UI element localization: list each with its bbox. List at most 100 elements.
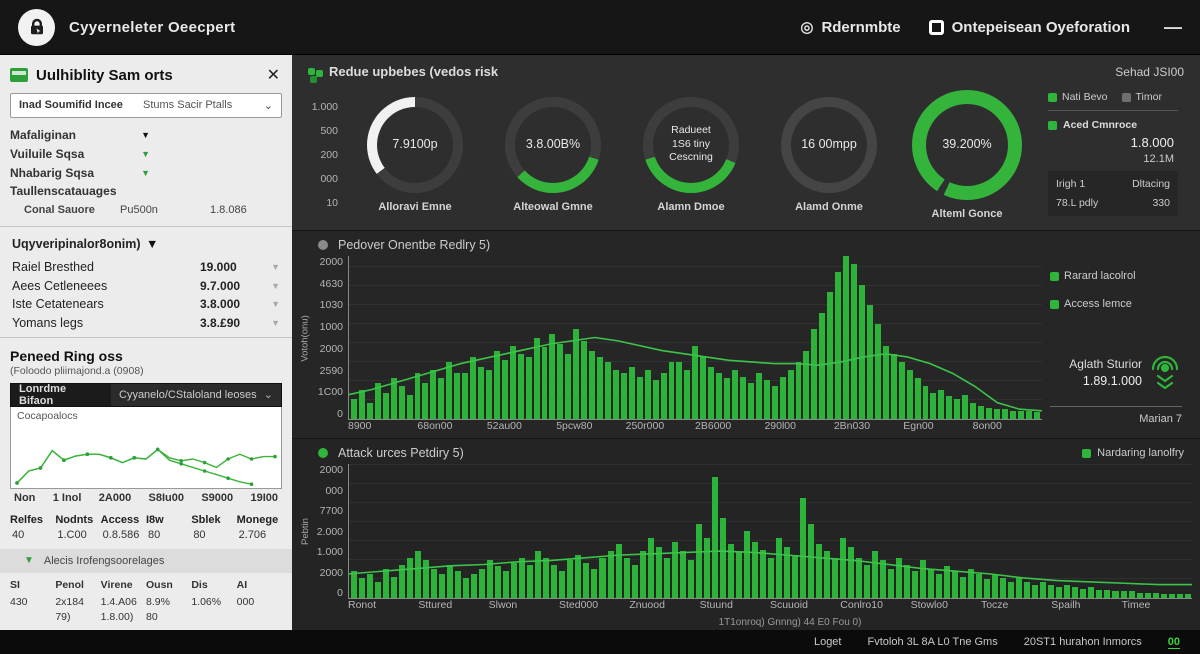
triangle-down-icon: ▼ (141, 167, 150, 178)
target-icon: ◎ (800, 19, 814, 36)
gauge-3: Radueet 1S6 tiny Cescning Alamn Dmoe (622, 96, 760, 213)
gauges-title: Redue upbebes (vedos risk (329, 64, 499, 79)
filter-dropdown-3[interactable]: Nhabarig Sqsa ▼ (10, 165, 150, 180)
alerts-banner[interactable]: ▼ Alecis Irofengsoorelages (0, 548, 292, 573)
chart2-bars (351, 464, 1191, 598)
chart2-ylabel: Pebtin (299, 518, 311, 545)
topbar-item-1[interactable]: ◎ Rdernmbte (800, 18, 901, 37)
topbar: Cyyerneleter Oeecpert ◎ Rdernmbte Ontepe… (0, 0, 1200, 55)
sidebar-table: SI 430 Penol 2x184 79) Virene 1.4.A06 1.8.00)… (10, 578, 255, 624)
chart1-xticks: 8900 68on00 52au00 5pcw80 250r000 2B6000 29… (348, 420, 1002, 432)
summary-row: Conal Sauore Pu500n 1.8.086 (24, 204, 247, 217)
triangle-down-icon: ▼ (141, 129, 150, 140)
gauges-header-right: Sehad JSI00 (1115, 64, 1184, 79)
gauge-2: 3.8.00B% Alteowal Gmne (484, 96, 622, 213)
chart1-yticks: 2000 4630 1030 1000 2000 2590 1C00 0 (317, 256, 343, 420)
panel-title: Peneed Ring oss (10, 347, 123, 364)
chart1-plot (348, 256, 1042, 420)
arrow-down-icon: ▼ (24, 555, 34, 567)
combo-selected-value: Stums Sacir Ptalls (143, 99, 233, 112)
stats-row: Relfes 40 Nodnts 1.C00 Access 0.8.586 I8w 80… (10, 513, 279, 541)
chevron-down-icon: ⌄ (263, 389, 273, 402)
legend-swatch-gray (1121, 92, 1131, 102)
vulnerability-sidebar: Uulhiblity Sam orts ✕ Inad Soumifid Ince… (0, 55, 292, 630)
gauges-side-panel: Nati Bevo Timor Aced Cmnroce 1.8.000 12.… (1040, 83, 1186, 224)
metric-row-2[interactable]: Aees Cetleneees 9.7.000 ▼ (12, 278, 280, 293)
chart1-footer-link[interactable]: Marian 7 (1050, 406, 1182, 425)
bottombar-link-2[interactable]: Fvtoloh 3L 8A L0 Tne Gms (867, 636, 998, 648)
bottombar-link-3[interactable]: 20ST1 hurahon Inmorcs (1023, 636, 1142, 648)
bottombar-link-1[interactable]: Loget (813, 636, 842, 648)
donut-gauge: 39.200% (912, 89, 1022, 200)
divider (0, 336, 292, 338)
legend-swatch-green (1048, 120, 1057, 130)
tab-selector[interactable]: Cyyanelo/CStaloland leoses ⌄ (111, 383, 281, 406)
metrics-section-header[interactable]: Uqyveripinalor8onim) ▼ (10, 231, 282, 257)
bottombar: Loget Fvtoloh 3L 8A L0 Tne Gms 20ST1 hur… (0, 630, 1200, 654)
mini-chart-label: Cocapoalocs (17, 409, 78, 422)
padlock-icon (30, 18, 43, 35)
sidebar-mini-chart: Cocapoalocs (10, 406, 282, 489)
gauge-5: 39.200% Alteml Gonce (898, 89, 1036, 220)
legend-swatch-green (1082, 448, 1092, 458)
metric-row-1[interactable]: Raiel Bresthed 19.000 ▼ (12, 259, 280, 274)
topbar-item-1-label: Rdernmbte (821, 18, 901, 36)
chevron-down-icon: ⌄ (263, 99, 273, 112)
donut-gauge: 3.8.00B% (505, 96, 601, 193)
chart2-title: Attack urces Petdiry 5) (338, 446, 464, 460)
panel-subtitle: (Foloodo pliimajond.a (0908) (10, 364, 144, 377)
divider (0, 226, 292, 228)
chart2-line (349, 464, 1192, 598)
triangle-down-icon: ▼ (146, 237, 159, 252)
minimize-button[interactable]: — (1164, 16, 1182, 37)
chart1-right-panel: Rarard lacolrol Access lemce Aglath Stur… (1042, 256, 1192, 438)
topbar-item-2-label: Ontepeisean Oyeforation (951, 18, 1130, 36)
chart1-bars (351, 256, 1040, 419)
antenna-icon (1151, 355, 1179, 390)
legend-swatch-green (1050, 299, 1059, 309)
filters-note: Taullenscatauages (10, 184, 117, 199)
chart1-section: Pedover Onentbe Redlry 5) Votoh(onu) 200… (292, 230, 1200, 438)
filter-dropdown-1[interactable]: Mafaliginan ▼ (10, 127, 150, 142)
app-title: Cyyerneleter Oeecpert (69, 18, 236, 36)
chart2-xticks: Ronot Sttured Slwon Sted000 Znuood Stuund S… (348, 599, 1151, 611)
chart2-section: Attack urces Petdiry 5) Nardaring lanolf… (292, 438, 1200, 630)
legend-swatch-green (1048, 92, 1057, 102)
app-logo (18, 8, 55, 46)
mail-icon (10, 68, 28, 82)
panel-value-1: 1.8.000 (1130, 135, 1174, 150)
cluster-icon (308, 68, 315, 75)
gauge-4: 16 00mpp Alamd Onme (760, 96, 898, 213)
legend-swatch-green (1050, 271, 1059, 281)
filter-dropdown-2[interactable]: Vuiluile Sqsa ▼ (10, 146, 150, 161)
chevron-down-icon: ▼ (271, 261, 280, 272)
panel-value-2: 12.1M (1143, 153, 1174, 165)
chart1-title: Pedover Onentbe Redlry 5) (338, 238, 491, 252)
chevron-down-icon: ▼ (271, 280, 280, 291)
donut-gauge: 7.9100p (367, 96, 463, 193)
chevron-down-icon: ▼ (271, 299, 280, 310)
main-area: Redue upbebes (vedos risk Sehad JSI00 1.… (292, 55, 1200, 630)
combo-left-label: Inad Soumifid Incee (19, 99, 123, 112)
chart1-ylabel: Votoh(onu) (299, 314, 311, 362)
gauge-1: 7.9100p Alloravi Emne (346, 96, 484, 213)
donut-gauge: 16 00mpp (781, 96, 877, 193)
chevron-down-icon: ▼ (271, 318, 280, 329)
panel-grid: Irigh 1 Dltacing 78.L pdly 330 (1048, 171, 1178, 216)
topbar-item-2[interactable]: Ontepeisean Oyeforation (928, 18, 1130, 36)
gauge-axis: 1.000 500 200 000 10 (311, 100, 338, 209)
donut-gauge: Radueet 1S6 tiny Cescning (643, 96, 739, 193)
chart1-line (349, 256, 1042, 419)
mini-chart-xticks: Non 1 Inol 2A000 S8Iu00 S9000 19I00 (14, 491, 278, 504)
sidebar-title: Uulhiblity Sam orts (36, 66, 173, 84)
scan-profile-select[interactable]: Inad Soumifid Incee Stums Sacir Ptalls ⌄ (10, 93, 282, 118)
triangle-down-icon: ▼ (141, 148, 150, 159)
status-dot-icon (318, 448, 328, 458)
metric-row-3[interactable]: Iste Cetatenears 3.8.000 ▼ (12, 297, 280, 312)
metric-row-4[interactable]: Yomans legs 3.8.£90 ▼ (12, 316, 280, 331)
close-icon[interactable]: ✕ (266, 67, 280, 84)
chart2-yticks: 2000 000 7700 2.000 1.000 2000 0 (316, 464, 343, 599)
tab-baseline[interactable]: Lonrdme Bifaon (11, 383, 111, 407)
bottombar-badge[interactable]: 00 (1167, 635, 1180, 649)
gauges-section: Redue upbebes (vedos risk Sehad JSI00 1.… (292, 55, 1200, 230)
